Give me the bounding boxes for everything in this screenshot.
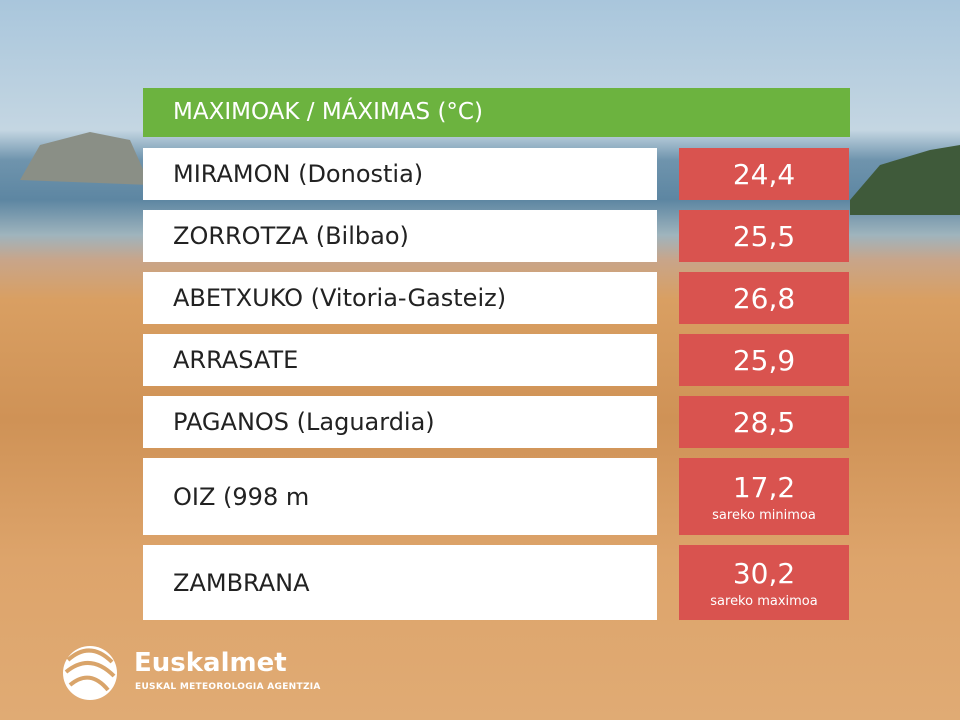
value-text: 30,2 (732, 556, 796, 590)
value-box: 24,4 (679, 148, 849, 200)
value-text: 24,4 (732, 157, 796, 191)
station-label: ARRASATE (143, 334, 657, 386)
value-text: 28,5 (732, 405, 796, 439)
logo-name: Euskalmet (134, 648, 287, 678)
station-label: PAGANOS (Laguardia) (143, 396, 657, 448)
station-label: ZORROTZA (Bilbao) (143, 210, 657, 262)
station-label: ABETXUKO (Vitoria-Gasteiz) (143, 272, 657, 324)
header-title: MAXIMOAK / MÁXIMAS (°C) (143, 88, 850, 137)
value-box: 28,5 (679, 396, 849, 448)
station-label: MIRAMON (Donostia) (143, 148, 657, 200)
logo-tagline: EUSKAL METEOROLOGIA AGENTZIA (135, 682, 321, 692)
value-box: 25,9 (679, 334, 849, 386)
value-text: 17,2 (732, 470, 796, 504)
value-text: 25,9 (732, 343, 796, 377)
station-label: ZAMBRANA (143, 545, 657, 620)
value-note: sareko maximoa (710, 593, 818, 609)
value-box: 25,5 (679, 210, 849, 262)
hill (850, 145, 960, 215)
value-box: 17,2 sareko minimoa (679, 458, 849, 535)
rock (20, 132, 150, 185)
value-box: 30,2 sareko maximoa (679, 545, 849, 620)
value-text: 26,8 (732, 281, 796, 315)
station-label: OIZ (998 m (143, 458, 657, 535)
logo-icon-lines (64, 648, 116, 692)
value-note: sareko minimoa (712, 507, 816, 523)
value-text: 25,5 (732, 219, 796, 253)
value-box: 26,8 (679, 272, 849, 324)
